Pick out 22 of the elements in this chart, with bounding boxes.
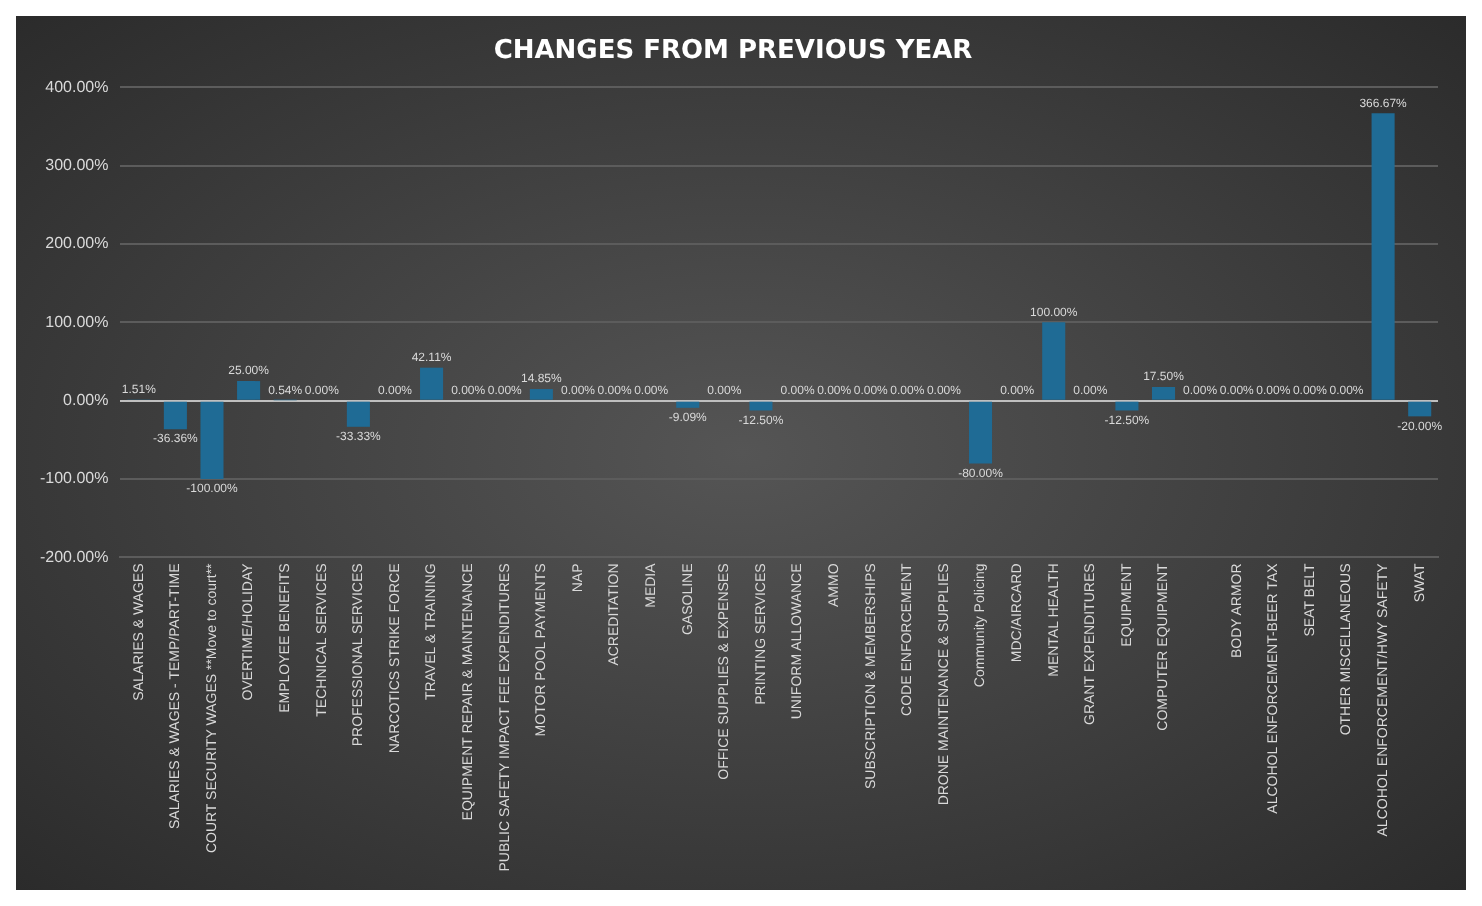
bar [676,401,700,408]
y-tick-label: -200.00% [39,547,109,566]
bar [1151,386,1176,400]
bar [1042,322,1066,400]
y-tick-label: 400.00% [45,77,109,96]
bar [420,367,444,400]
y-tick-label: -100.00% [39,469,109,488]
y-tick-label: 200.00% [45,234,109,253]
bar [1408,401,1432,417]
bar [969,401,993,464]
bar [749,401,773,411]
y-tick-label: 0.00% [63,391,109,410]
bar [346,401,370,427]
bar [529,389,553,400]
bar [1371,113,1395,400]
bar [1115,401,1139,411]
y-tick-label: 100.00% [45,312,109,331]
bar [237,381,261,400]
bar [200,401,224,480]
bar [163,401,187,430]
chart-title: CHANGES FROM PREVIOUS YEAR [493,36,973,67]
y-tick-label: 300.00% [45,155,109,174]
